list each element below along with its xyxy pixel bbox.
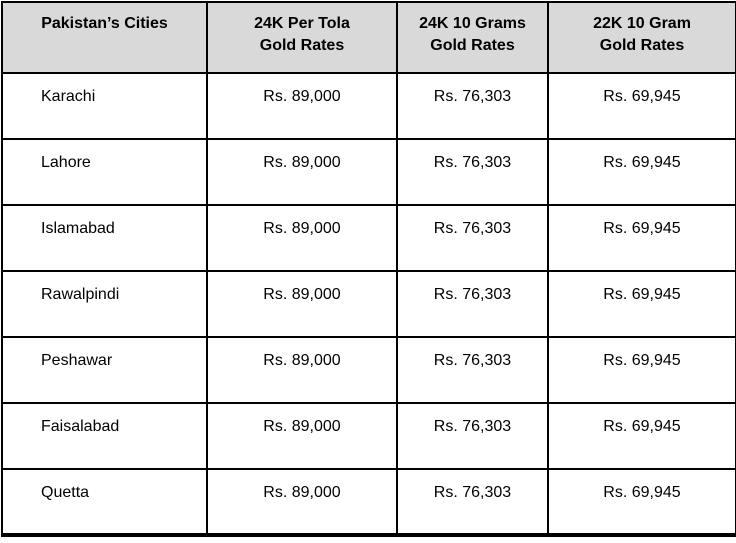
rate-24k-per-tola-cell: Rs. 89,000 [206,72,398,140]
rate-22k-10g-cell: Rs. 69,945 [547,204,736,272]
table-row-islamabad: Islamabad Rs. 89,000 Rs. 76,303 Rs. 69,9… [1,204,736,272]
rate-24k-per-tola-cell: Rs. 89,000 [206,336,398,404]
rate-24k-per-tola-cell: Rs. 89,000 [206,468,398,536]
rate-24k-per-tola-cell: Rs. 89,000 [206,138,398,206]
header-cell-22k-10-gram: 22K 10 Gram Gold Rates [547,1,736,74]
rate-22k-10g-cell: Rs. 69,945 [547,402,736,470]
rate-24k-10g-cell: Rs. 76,303 [396,402,549,470]
table-row-peshawar: Peshawar Rs. 89,000 Rs. 76,303 Rs. 69,94… [1,336,736,404]
rate-24k-10g-cell: Rs. 76,303 [396,270,549,338]
city-cell: Lahore [1,138,208,206]
header-cell-24k-per-tola: 24K Per Tola Gold Rates [206,1,398,74]
table-row-lahore: Lahore Rs. 89,000 Rs. 76,303 Rs. 69,945 [1,138,736,206]
rate-22k-10g-cell: Rs. 69,945 [547,336,736,404]
header-cell-24k-10-grams: 24K 10 Grams Gold Rates [396,1,549,74]
rate-24k-per-tola-cell: Rs. 89,000 [206,270,398,338]
rate-24k-10g-cell: Rs. 76,303 [396,468,549,536]
rate-24k-per-tola-cell: Rs. 89,000 [206,402,398,470]
table-row-rawalpindi: Rawalpindi Rs. 89,000 Rs. 76,303 Rs. 69,… [1,270,736,338]
rate-22k-10g-cell: Rs. 69,945 [547,138,736,206]
city-cell: Karachi [1,72,208,140]
rate-24k-10g-cell: Rs. 76,303 [396,72,549,140]
rate-24k-10g-cell: Rs. 76,303 [396,204,549,272]
rate-24k-per-tola-cell: Rs. 89,000 [206,204,398,272]
rate-24k-10g-cell: Rs. 76,303 [396,138,549,206]
rate-24k-10g-cell: Rs. 76,303 [396,336,549,404]
rate-22k-10g-cell: Rs. 69,945 [547,270,736,338]
rate-22k-10g-cell: Rs. 69,945 [547,72,736,140]
table-header-row: Pakistan’s Cities 24K Per Tola Gold Rate… [1,1,736,74]
table-row-karachi: Karachi Rs. 89,000 Rs. 76,303 Rs. 69,945 [1,72,736,140]
table-row-quetta: Quetta Rs. 89,000 Rs. 76,303 Rs. 69,945 [1,468,736,536]
city-cell: Quetta [1,468,208,536]
table-row-faisalabad: Faisalabad Rs. 89,000 Rs. 76,303 Rs. 69,… [1,402,736,470]
city-cell: Faisalabad [1,402,208,470]
rate-22k-10g-cell: Rs. 69,945 [547,468,736,536]
city-cell: Peshawar [1,336,208,404]
city-cell: Rawalpindi [1,270,208,338]
city-cell: Islamabad [1,204,208,272]
header-cell-cities: Pakistan’s Cities [1,1,208,74]
